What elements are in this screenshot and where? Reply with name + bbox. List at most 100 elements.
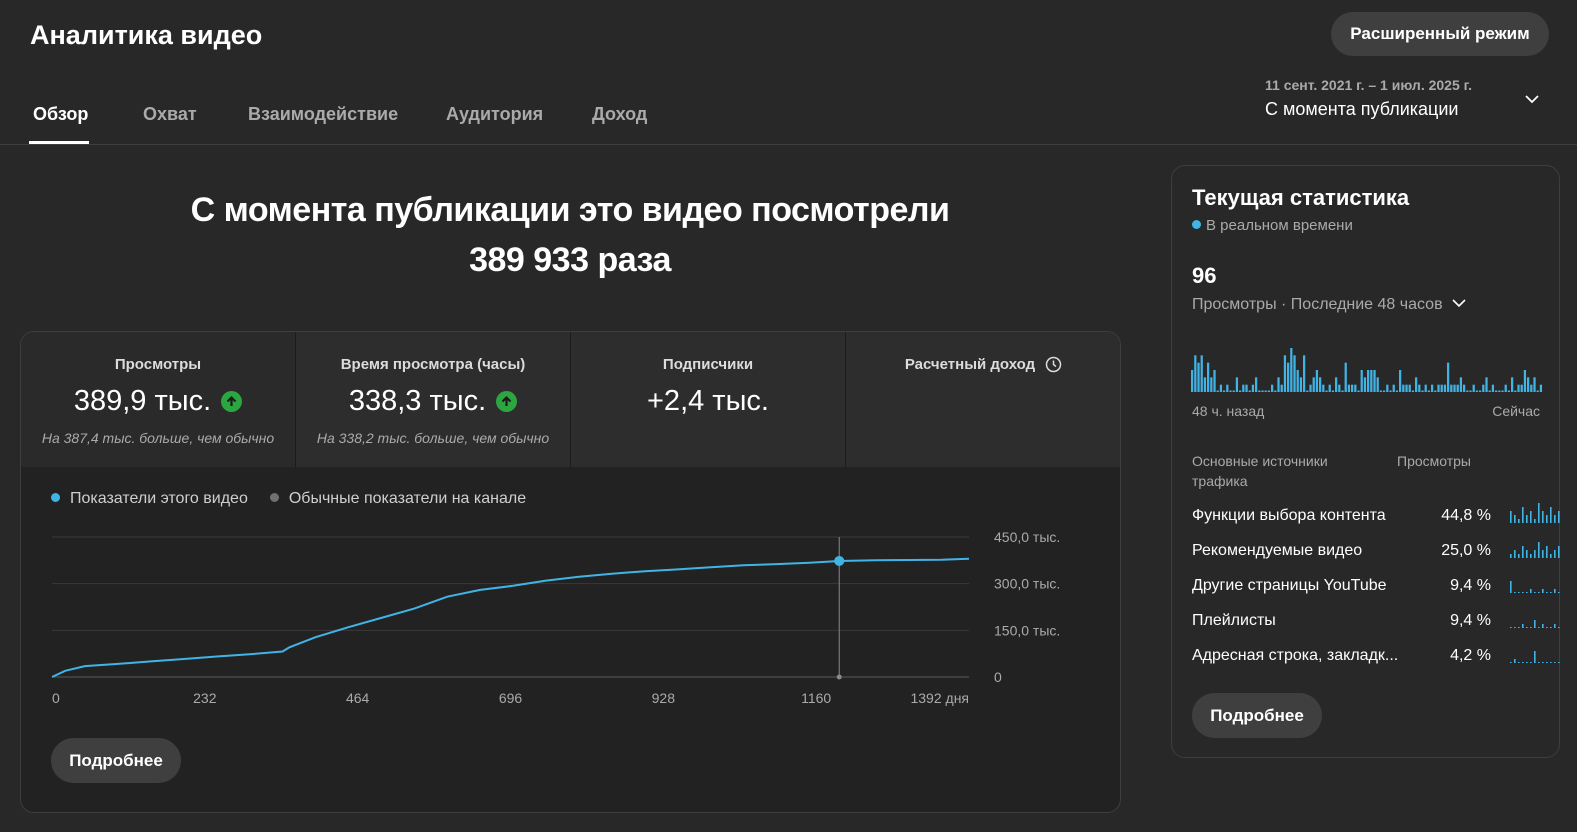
realtime-bar	[1351, 384, 1354, 392]
live-label: В реальном времени	[1206, 217, 1353, 234]
tab-revenue[interactable]: Доход	[592, 104, 648, 124]
realtime-bar	[1389, 390, 1392, 392]
realtime-period-selector[interactable]: Просмотры · Последние 48 часов	[1192, 296, 1467, 314]
traffic-source-name: Адресная строка, закладк...	[1192, 647, 1399, 664]
views-chart[interactable]: 450,0 тыс. 300,0 тыс. 150,0 тыс. 0 0 232 464 69…	[21, 517, 1121, 727]
realtime-bar	[1383, 390, 1386, 392]
legend-dot	[51, 493, 60, 502]
period-selector[interactable]: 11 сент. 2021 г. – 1 июл. 2025 г. С моме…	[1265, 77, 1555, 125]
advanced-mode-button[interactable]: Расширенный режим	[1331, 12, 1549, 56]
chevron-down-icon	[1452, 299, 1466, 308]
spark-bar	[1542, 624, 1544, 628]
tab-bar: Обзор Охват Взаимодействие Аудитория Дох…	[0, 88, 1577, 145]
spark-bar	[1558, 627, 1560, 628]
traffic-source-row[interactable]: Другие страницы YouTube 9,4 %	[1192, 577, 1560, 597]
realtime-bar	[1379, 390, 1383, 392]
realtime-bar	[1197, 362, 1200, 392]
realtime-bar	[1523, 370, 1527, 392]
metric-watch-time[interactable]: Время просмотра (часы) 338,3 тыс. На 338…	[296, 332, 571, 467]
realtime-bar	[1194, 355, 1197, 392]
spark-bar	[1510, 511, 1512, 523]
legend-item-typical[interactable]: Обычные показатели на канале	[269, 490, 526, 508]
realtime-bar	[1370, 370, 1373, 392]
spark-bar	[1538, 627, 1540, 628]
metric-views[interactable]: Просмотры 389,9 тыс. На 387,4 тыс. больш…	[21, 332, 296, 467]
spark-bar	[1550, 627, 1552, 628]
traffic-source-percent: 4,2 %	[1450, 647, 1491, 664]
spark-bar	[1538, 592, 1540, 593]
legend-item-this-video[interactable]: Показатели этого видео	[51, 490, 248, 508]
traffic-source-percent: 44,8 %	[1441, 507, 1491, 524]
traffic-source-sparkline	[1510, 651, 1560, 663]
spark-bar	[1530, 589, 1532, 593]
traffic-source-name: Другие страницы YouTube	[1192, 577, 1387, 594]
x-tick-label: 1160	[801, 690, 831, 706]
tab-engagement[interactable]: Взаимодействие	[248, 104, 399, 124]
realtime-bar	[1386, 384, 1389, 392]
spark-bar	[1534, 592, 1536, 593]
realtime-bar	[1363, 377, 1367, 392]
spark-bar	[1514, 515, 1516, 523]
realtime-bar	[1453, 384, 1456, 392]
spark-bar	[1534, 620, 1536, 628]
spark-bar	[1514, 627, 1516, 628]
tab-overview[interactable]: Обзор	[33, 104, 89, 124]
traffic-source-row[interactable]: Функции выбора контента 44,8 %	[1192, 503, 1560, 527]
metric-revenue[interactable]: Расчетный доход	[846, 332, 1120, 467]
metric-label: Время просмотра (часы)	[340, 356, 526, 373]
realtime-bar	[1213, 370, 1216, 392]
realtime-bar	[1472, 384, 1475, 392]
x-tick-label: 696	[499, 690, 523, 706]
headline-line1: С момента публикации это видео посмотрел…	[190, 191, 950, 229]
y-tick-label: 0	[994, 669, 1002, 685]
realtime-bar	[1251, 384, 1255, 392]
metric-label: Просмотры	[114, 356, 202, 373]
spark-bar	[1514, 659, 1516, 663]
traffic-source-row[interactable]: Рекомендуемые видео 25,0 %	[1192, 542, 1560, 562]
realtime-bar	[1395, 390, 1399, 392]
realtime-bar-chart[interactable]	[1191, 342, 1543, 392]
traffic-source-sparkline	[1510, 581, 1560, 593]
spark-bar	[1530, 662, 1532, 663]
spark-bar	[1546, 627, 1548, 628]
traffic-source-row[interactable]: Адресная строка, закладк... 4,2 %	[1192, 647, 1560, 667]
spark-bar	[1518, 592, 1520, 593]
metric-label: Подписчики	[662, 356, 754, 373]
traffic-source-sparkline	[1510, 620, 1560, 628]
metric-note: На 387,4 тыс. больше, чем обычно	[41, 430, 275, 446]
realtime-bar	[1469, 390, 1472, 392]
views-header: Просмотры	[1397, 453, 1471, 469]
realtime-bar	[1427, 390, 1431, 392]
hover-point	[834, 555, 845, 566]
realtime-bar	[1239, 390, 1242, 392]
spark-bar	[1522, 592, 1524, 593]
traffic-source-sparkline	[1510, 503, 1560, 523]
realtime-bar	[1504, 384, 1507, 392]
realtime-bar	[1491, 384, 1495, 392]
realtime-bar	[1482, 384, 1485, 392]
realtime-bar	[1315, 370, 1319, 392]
tab-reach[interactable]: Охват	[143, 104, 197, 124]
spark-bar	[1526, 592, 1528, 593]
spark-bar	[1526, 662, 1528, 663]
x-tick-label: 928	[652, 690, 676, 706]
y-tick-label: 450,0 тыс.	[994, 529, 1060, 545]
realtime-bar	[1223, 390, 1226, 392]
realtime-count: 96	[1192, 263, 1217, 288]
realtime-details-button[interactable]: Подробнее	[1192, 693, 1322, 738]
tab-audience[interactable]: Аудитория	[446, 104, 544, 124]
realtime-bar	[1466, 390, 1469, 392]
metric-subscribers[interactable]: Подписчики +2,4 тыс.	[571, 332, 846, 467]
realtime-bar	[1443, 384, 1447, 392]
traffic-source-row[interactable]: Плейлисты 9,4 %	[1192, 612, 1560, 632]
realtime-bar	[1475, 390, 1479, 392]
realtime-bar	[1296, 370, 1299, 392]
realtime-bar	[1319, 377, 1322, 392]
metric-note: На 338,2 тыс. больше, чем обычно	[316, 430, 550, 446]
details-button[interactable]: Подробнее	[51, 738, 181, 783]
legend-label: Показатели этого видео	[70, 490, 248, 507]
realtime-bar	[1293, 355, 1296, 392]
spark-bar	[1554, 515, 1556, 523]
spark-bar	[1538, 503, 1540, 523]
realtime-bar	[1536, 390, 1539, 392]
